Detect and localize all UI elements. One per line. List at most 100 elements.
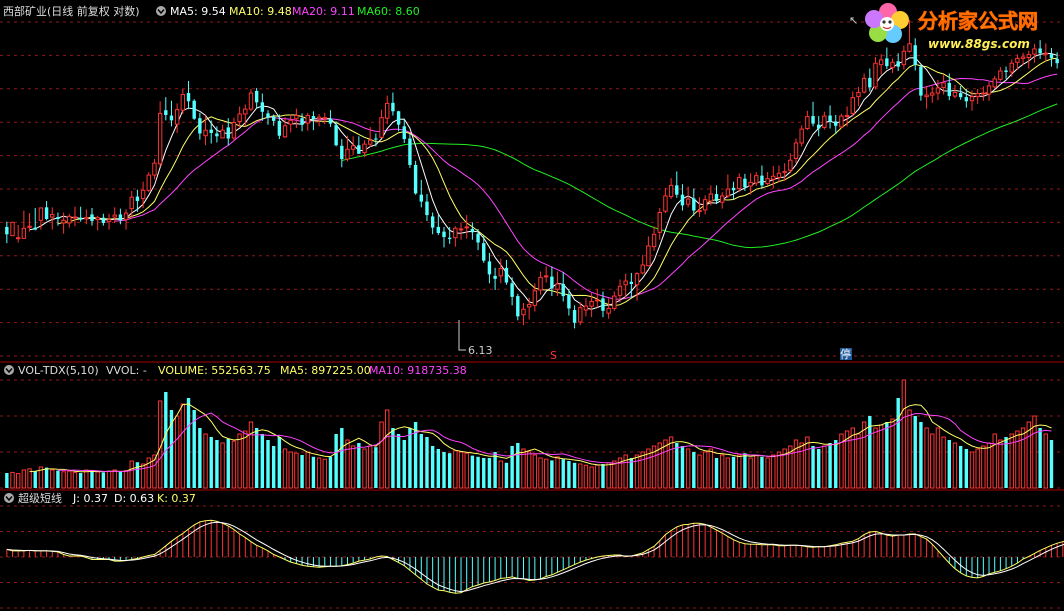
- candle: [44, 200, 49, 221]
- candle: [1026, 50, 1031, 69]
- volume-bar-down: [271, 446, 276, 488]
- candle: [595, 289, 600, 308]
- candle: [521, 303, 526, 326]
- candle: [487, 252, 492, 284]
- candle-body-up: [1026, 54, 1031, 58]
- volume-bar-up: [771, 454, 776, 489]
- candle-body-up: [998, 70, 1003, 80]
- volume-bar-down: [692, 452, 696, 488]
- candle-body-down: [1004, 70, 1008, 72]
- volume-bar-down: [476, 456, 480, 488]
- volume-bar-down: [192, 410, 196, 488]
- candle: [697, 197, 702, 218]
- indicator-settings-icon[interactable]: [4, 493, 14, 503]
- candle: [391, 92, 395, 116]
- candle-body-down: [277, 120, 282, 136]
- candle-body-down: [328, 118, 333, 124]
- candle: [878, 54, 884, 75]
- volume-settings-icon[interactable]: [4, 365, 14, 375]
- candle-body-down: [629, 281, 634, 285]
- volume-bar-down: [567, 461, 571, 488]
- volume-bar-up: [243, 430, 248, 489]
- candle-body-up: [345, 148, 350, 160]
- candle: [550, 266, 554, 297]
- candle: [924, 85, 929, 109]
- candle-body-up: [822, 115, 827, 128]
- candle-body-down: [476, 233, 480, 243]
- candle: [470, 222, 475, 240]
- vvol-label: VVOL: -: [106, 364, 147, 377]
- volume-bar-down: [834, 440, 838, 488]
- volume-bar-up: [822, 445, 827, 489]
- volume-bar-up: [793, 439, 799, 489]
- candle-body-down: [169, 115, 174, 121]
- volume-bar-down: [561, 459, 565, 488]
- candle: [844, 106, 850, 127]
- candle: [992, 75, 997, 89]
- candle: [640, 255, 645, 275]
- candle: [226, 118, 230, 146]
- candle: [345, 135, 350, 162]
- candle: [1049, 48, 1054, 67]
- flower-logo-icon: [865, 3, 909, 43]
- candle-body-down: [78, 217, 83, 220]
- candle-body-up: [498, 268, 503, 277]
- volume-bar-up: [112, 469, 117, 489]
- candle-body-up: [15, 237, 21, 240]
- candle: [861, 73, 867, 94]
- volume-bar-up: [123, 470, 129, 489]
- candle: [873, 56, 878, 90]
- candle: [782, 163, 787, 182]
- candle: [260, 93, 265, 121]
- volume-bar-up: [890, 418, 895, 489]
- volume-bar-up: [345, 439, 350, 489]
- volume-bar-up: [464, 452, 469, 489]
- candle-body-down: [692, 198, 696, 211]
- volume-bar-up: [180, 403, 186, 489]
- candle: [1043, 43, 1049, 62]
- candle: [447, 226, 452, 244]
- candle-body-down: [504, 267, 509, 283]
- candle: [629, 272, 634, 299]
- volume-bar-down: [1038, 428, 1042, 488]
- candle: [95, 215, 100, 231]
- volume-bar-down: [947, 440, 951, 488]
- volume-bar-up: [685, 448, 691, 489]
- candle: [634, 272, 640, 301]
- candle: [90, 207, 94, 226]
- candle-body-up: [844, 115, 850, 118]
- candle: [311, 111, 316, 131]
- volume-label: VOLUME: 552563.75: [158, 364, 271, 377]
- candle: [15, 224, 21, 243]
- candle: [84, 209, 89, 225]
- candle: [436, 215, 441, 236]
- settings-icon[interactable]: [156, 6, 166, 16]
- volume-bar-up: [385, 409, 390, 489]
- candle-body-up: [112, 214, 117, 218]
- low-price-label: 6.13: [468, 344, 493, 357]
- candle-body-up: [61, 219, 66, 224]
- candle: [464, 215, 469, 239]
- candle-body-up: [140, 189, 146, 199]
- candle-body-down: [482, 243, 486, 261]
- volume-bar-up: [237, 433, 242, 489]
- candle: [271, 114, 276, 126]
- candle: [913, 38, 917, 71]
- candle-body-down: [135, 196, 140, 201]
- candle: [885, 47, 889, 70]
- candle: [220, 124, 225, 139]
- candle: [868, 68, 872, 92]
- volume-bar-up: [1032, 415, 1037, 489]
- moving-average-lines: [29, 52, 1058, 310]
- candle-body-up: [180, 94, 186, 111]
- candle-body-up: [589, 300, 594, 307]
- volume-bar-up: [623, 454, 628, 489]
- candle-body-up: [84, 217, 89, 220]
- candle: [748, 173, 753, 195]
- candle: [340, 139, 344, 168]
- volume-bar-up: [50, 469, 55, 489]
- candle: [771, 166, 776, 189]
- candle: [328, 110, 333, 127]
- candle: [617, 279, 623, 303]
